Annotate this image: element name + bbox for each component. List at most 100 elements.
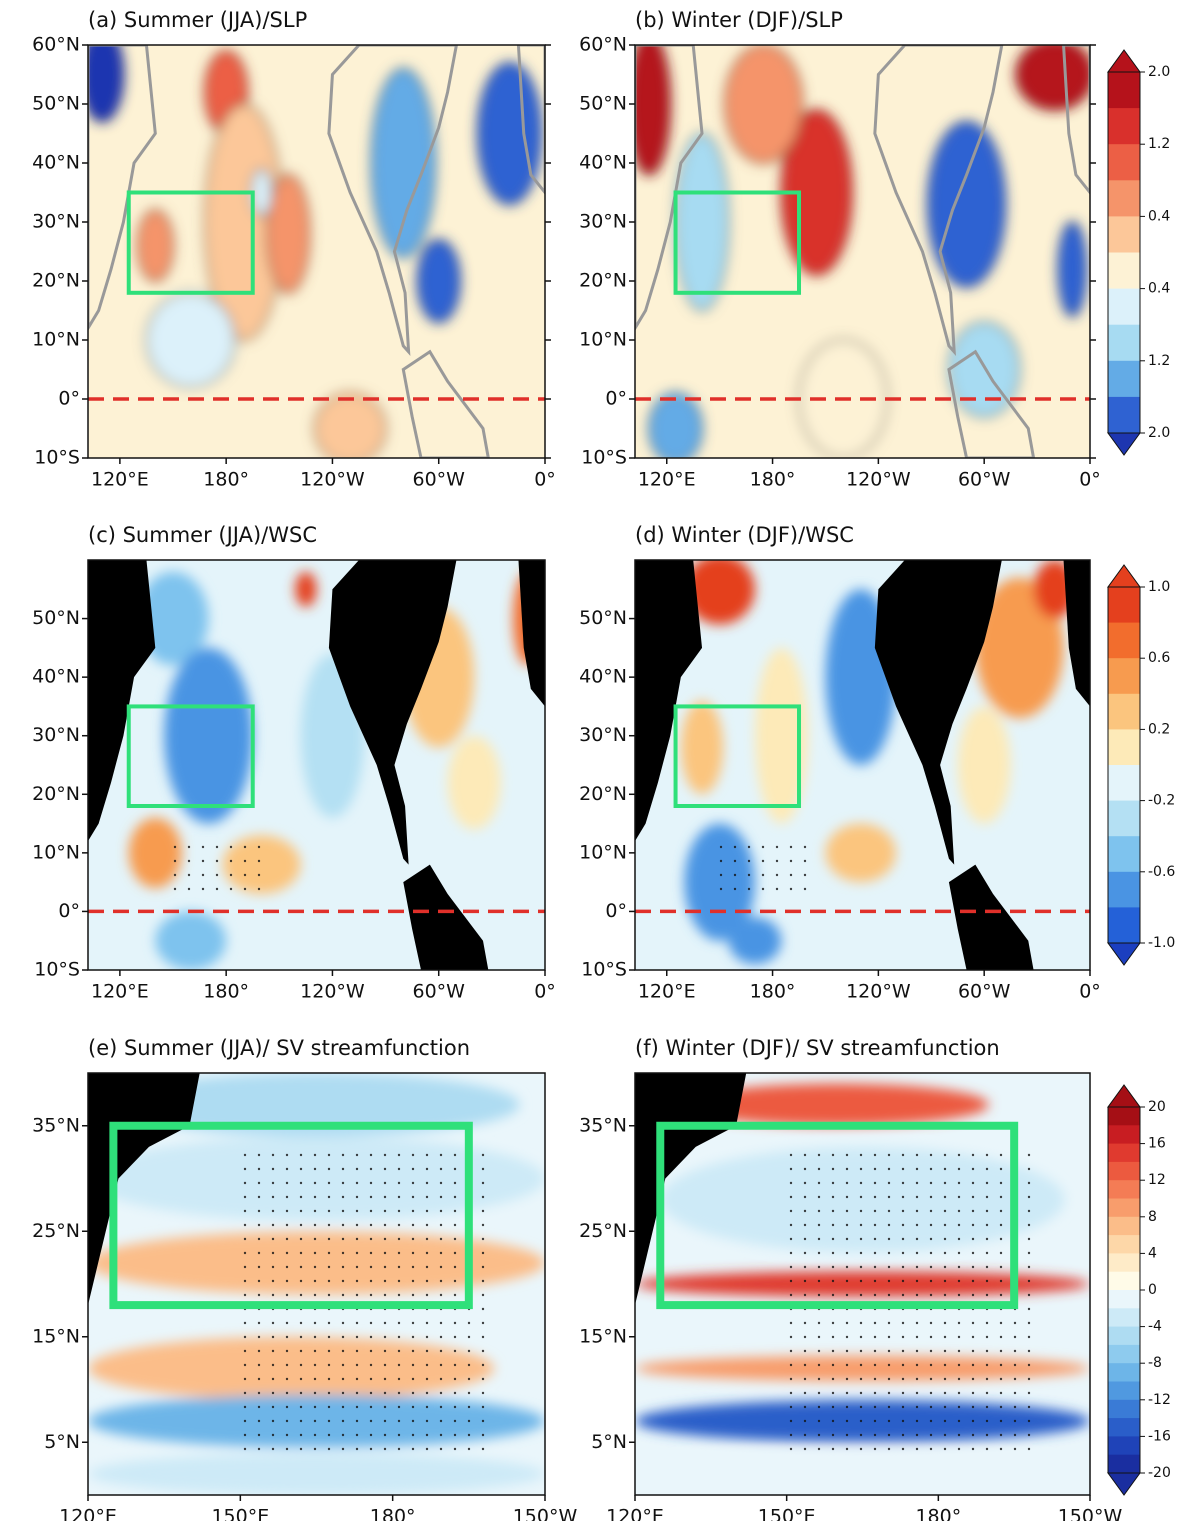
land [635,560,703,842]
x-tick-label: 0° [1079,469,1101,491]
y-tick-label: 35°N [32,1114,80,1136]
coastline [947,349,1036,458]
y-tick-label: 40°N [579,666,627,688]
x-tick-label: 180° [915,1506,961,1522]
field [88,1073,545,1495]
x-tick-label: 0° [1079,981,1101,1003]
field-blob [313,392,387,458]
study-box [109,1121,473,1310]
y-tick-label: 50°N [579,607,627,629]
colorbar-segment [1108,252,1140,290]
colorbar-tick-label: -1.0 [1148,935,1175,951]
study-box [673,704,802,809]
colorbar-segment [1108,108,1140,145]
field-blob [265,173,311,294]
field [635,1073,1090,1495]
y-tick-label: 40°N [32,152,80,174]
y-tick-label: 30°N [579,724,627,746]
field-blob [447,735,501,830]
colorbar-segment [1108,288,1140,326]
colorbar-segment [1108,907,1140,944]
axes-frame [634,44,1091,459]
y-tick-label: 20°N [32,783,80,805]
colorbar-extend-top [1107,564,1141,588]
colorbar-tick-label: -8 [1148,1355,1162,1371]
colorbar-tick-label: 8 [1148,1209,1157,1225]
y-tick-label: 50°N [579,93,627,115]
colorbar-tick-label: 12 [1148,1172,1166,1188]
field-blob [145,291,237,389]
colorbar-segment [1108,1381,1140,1401]
colorbar-tick-label: 0.4 [1148,208,1170,224]
colorbar-segment [1108,1143,1140,1163]
y-tick-label: 15°N [579,1325,627,1347]
panel-title: (d) Winter (DJF)/WSC [635,523,854,547]
land [403,864,489,970]
field-blob [685,1083,989,1126]
field-blob [825,823,897,883]
colorbar-segment [1108,324,1140,362]
colorbar-segment [1108,800,1140,837]
field-blob [136,209,175,283]
colorbar-tick-label: 0.4 [1148,281,1170,297]
land [948,864,1034,970]
y-tick-label: 30°N [32,724,80,746]
x-tick-label: 120°W [846,981,911,1003]
colorbar-tick-label: -4 [1148,1319,1162,1335]
y-tick-label: 0° [605,900,627,922]
colorbar-segment [1108,216,1140,253]
field-blob [155,911,227,970]
field-blob [754,647,808,824]
colorbar-segment [1108,1125,1140,1145]
x-tick-label: 120°E [91,469,149,491]
colorbar-tick-label: 1.0 [1148,579,1170,595]
colorbar-segment [1108,1180,1140,1199]
panel-title: (f) Winter (DJF)/ SV streamfunction [635,1036,1000,1060]
field-blob [975,577,1064,719]
colorbar-extend-bottom [1107,1472,1141,1496]
coastline [635,45,704,332]
colorbar-segment [1108,396,1140,434]
field-blob [680,700,724,795]
x-tick-label: 60°W [958,469,1011,491]
colorbar-tick-label: 1.2 [1148,136,1170,152]
y-tick-label: 10°S [581,447,627,469]
stippling [786,1146,1040,1453]
axes-frame [87,44,546,459]
study-box [656,1121,1019,1310]
y-tick-label: 40°N [32,666,80,688]
colorbar-tick-label: 16 [1148,1136,1166,1152]
coastline [88,45,157,332]
x-tick-label: 150°E [758,1506,816,1522]
x-tick-label: 180° [750,981,796,1003]
colorbar-frame [1107,71,1141,434]
colorbar-extend-bottom [1107,942,1141,966]
colorbar-segment [1108,658,1140,695]
colorbar-segment [1108,729,1140,766]
field-blob [926,120,1007,288]
land [874,560,1002,865]
field [635,560,1090,970]
field-blob [684,560,755,625]
coastline [1062,45,1090,195]
colorbar-frame [1107,586,1141,944]
y-tick-label: 35°N [579,1114,627,1136]
y-tick-label: 0° [58,388,80,410]
study-box [673,190,802,295]
colorbar-tick-label: 0.2 [1148,721,1170,737]
y-tick-label: 60°N [32,34,80,56]
y-tick-label: 5°N [44,1431,80,1453]
field-blob [957,706,1011,824]
x-tick-label: 120°W [846,469,911,491]
stippling [173,841,262,894]
y-tick-label: 50°N [32,93,80,115]
field-blob [88,1452,545,1495]
colorbar-segment [1108,1436,1140,1456]
colorbar-segment [1108,180,1140,217]
y-tick-label: 25°N [579,1220,627,1242]
panel-title: (b) Winter (DJF)/SLP [635,8,843,32]
panel-title: (a) Summer (JJA)/SLP [88,8,307,32]
colorbar-segment [1108,360,1140,398]
x-tick-label: 180° [750,469,796,491]
